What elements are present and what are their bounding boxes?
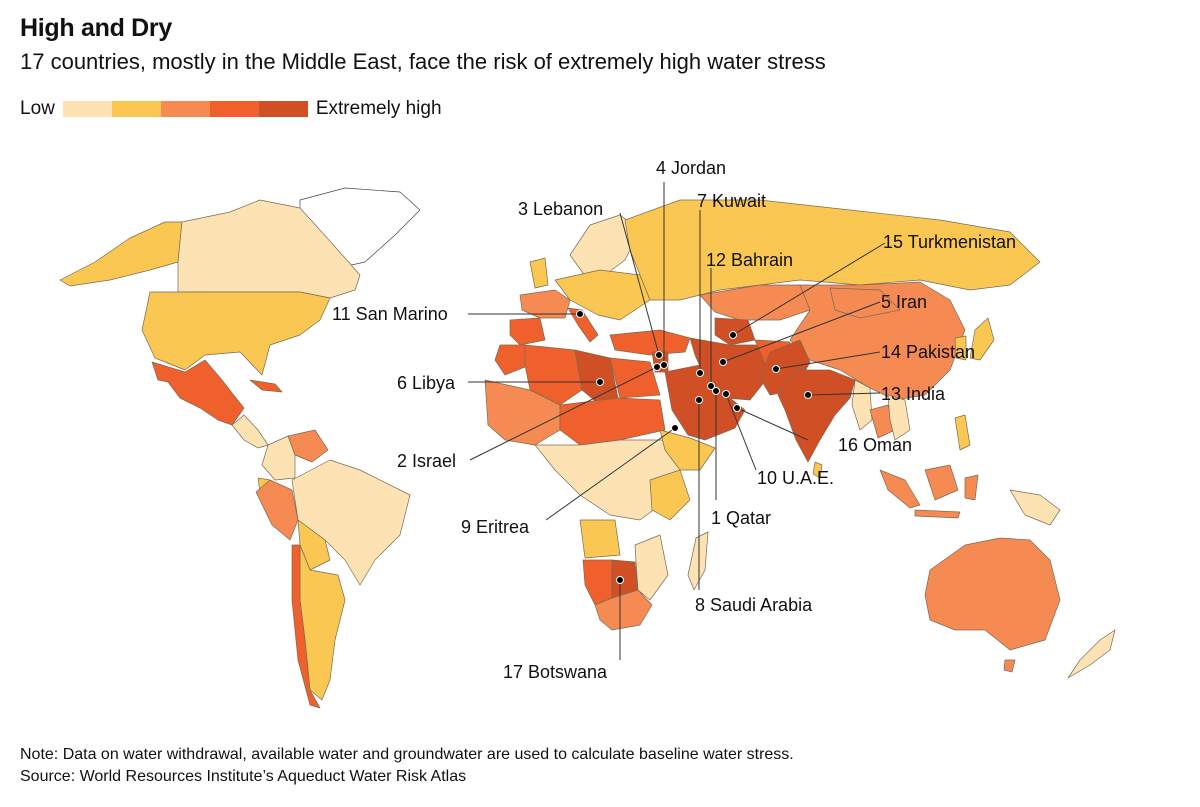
- horn-africa-region: [659, 429, 716, 471]
- spain-region: [509, 317, 546, 346]
- label-uae: 10 U.A.E.: [757, 468, 834, 488]
- india-dot: [804, 391, 812, 399]
- angola-region: [579, 519, 621, 559]
- label-kuwait: 7 Kuwait: [697, 191, 766, 211]
- label-eritrea: 9 Eritrea: [461, 517, 530, 537]
- australia-region: [924, 537, 1061, 651]
- label-turkmenistan: 15 Turkmenistan: [883, 232, 1016, 252]
- callout-lines: [468, 182, 886, 660]
- callout-labels: 4 Jordan 7 Kuwait 3 Lebanon 15 Turkmenis…: [332, 158, 1016, 682]
- south-africa-region: [594, 589, 653, 631]
- label-iran: 5 Iran: [881, 292, 927, 312]
- chart-subtitle: 17 countries, mostly in the Middle East,…: [20, 49, 826, 74]
- sri-lanka-region: [812, 461, 823, 479]
- label-oman: 16 Oman: [838, 435, 912, 455]
- label-pakistan: 14 Pakistan: [881, 342, 975, 362]
- legend-swatch-4: [209, 101, 259, 117]
- java-region: [914, 509, 961, 519]
- kuwait-dot: [696, 369, 704, 377]
- san-marino-dot: [576, 310, 584, 318]
- central-europe-region: [554, 269, 651, 321]
- note-text: Note: Data on water withdrawal, availabl…: [20, 746, 794, 763]
- world-map: 4 Jordan 7 Kuwait 3 Lebanon 15 Turkmenis…: [0, 140, 1200, 730]
- label-india: 13 India: [881, 384, 946, 404]
- peru-region: [255, 479, 299, 541]
- colombia-region: [261, 435, 296, 481]
- mozambique-region: [634, 534, 669, 601]
- kazakhstan-region: [699, 284, 811, 321]
- legend-swatch-3: [160, 101, 210, 117]
- sulawesi-region: [964, 474, 979, 501]
- japan-region: [969, 317, 995, 361]
- namibia-region: [582, 559, 613, 606]
- iran-dot: [719, 358, 727, 366]
- italy-region: [567, 307, 599, 343]
- borneo-region: [924, 464, 959, 501]
- label-lebanon: 3 Lebanon: [518, 199, 603, 219]
- label-botswana: 17 Botswana: [503, 662, 608, 682]
- legend-low-label: Low: [20, 98, 55, 119]
- pakistan-dot: [772, 365, 780, 373]
- turkey-region: [609, 329, 691, 356]
- footnote: Note: Data on water withdrawal, availabl…: [20, 744, 794, 788]
- uk-region: [529, 257, 549, 289]
- legend-swatch-2: [111, 101, 161, 117]
- label-saudi-arabia: 8 Saudi Arabia: [695, 595, 813, 615]
- label-jordan: 4 Jordan: [656, 158, 726, 178]
- turkmenistan-region: [714, 317, 756, 346]
- east-africa-region: [649, 469, 691, 521]
- label-libya: 6 Libya: [397, 373, 456, 393]
- oman-dot: [733, 404, 741, 412]
- libya-dot: [596, 378, 604, 386]
- philippines-region: [954, 414, 971, 451]
- tasmania-region: [1003, 659, 1016, 673]
- source-text: Source: World Resources Institute’s Aque…: [20, 768, 467, 785]
- botswana-dot: [616, 576, 624, 584]
- label-san-marino: 11 San Marino: [332, 304, 448, 324]
- lebanon-dot: [655, 351, 663, 359]
- france-region: [519, 289, 571, 319]
- bahrain-dot: [707, 382, 715, 390]
- iran-region: [689, 337, 771, 401]
- cuba-region: [249, 379, 283, 393]
- new-zealand-region: [1067, 629, 1116, 679]
- world-map-svg: 4 Jordan 7 Kuwait 3 Lebanon 15 Turkmenis…: [59, 158, 1116, 709]
- myanmar-region: [851, 379, 873, 431]
- turkmenistan-dot: [729, 331, 737, 339]
- sumatra-region: [879, 469, 921, 509]
- uae-dot: [722, 390, 730, 398]
- west-africa-region: [484, 379, 561, 446]
- russia-region: [624, 199, 1041, 301]
- jordan-dot: [660, 361, 668, 369]
- legend-swatch-5: [258, 101, 308, 117]
- color-legend: Low Extremely high: [20, 96, 442, 122]
- alaska-region: [59, 221, 183, 287]
- legend-high-label: Extremely high: [315, 98, 442, 119]
- usa-region: [141, 291, 331, 376]
- india-region: [777, 369, 856, 463]
- eritrea-dot: [671, 424, 679, 432]
- label-israel: 2 Israel: [397, 451, 456, 471]
- label-qatar: 1 Qatar: [711, 508, 771, 528]
- legend-swatch-1: [62, 101, 112, 117]
- callout-dots: [576, 310, 812, 584]
- chart-title: High and Dry: [20, 14, 172, 42]
- saudi-arabia-region: [664, 364, 746, 441]
- bolivia-region: [297, 519, 331, 571]
- korea-region: [954, 335, 967, 361]
- sahel-region: [559, 397, 666, 446]
- qatar-dot: [712, 387, 720, 395]
- label-bahrain: 12 Bahrain: [706, 250, 793, 270]
- new-guinea-region: [1009, 489, 1061, 526]
- mongolia-region: [829, 287, 901, 319]
- morocco-region: [494, 344, 531, 376]
- central-america-region: [231, 414, 269, 449]
- saudi-arabia-dot: [695, 396, 703, 404]
- indochina-region: [887, 394, 911, 441]
- mexico-region: [151, 359, 245, 426]
- madagascar-region: [687, 531, 709, 591]
- chile-region: [291, 544, 321, 709]
- israel-dot: [653, 363, 661, 371]
- legend-swatches: [62, 101, 308, 117]
